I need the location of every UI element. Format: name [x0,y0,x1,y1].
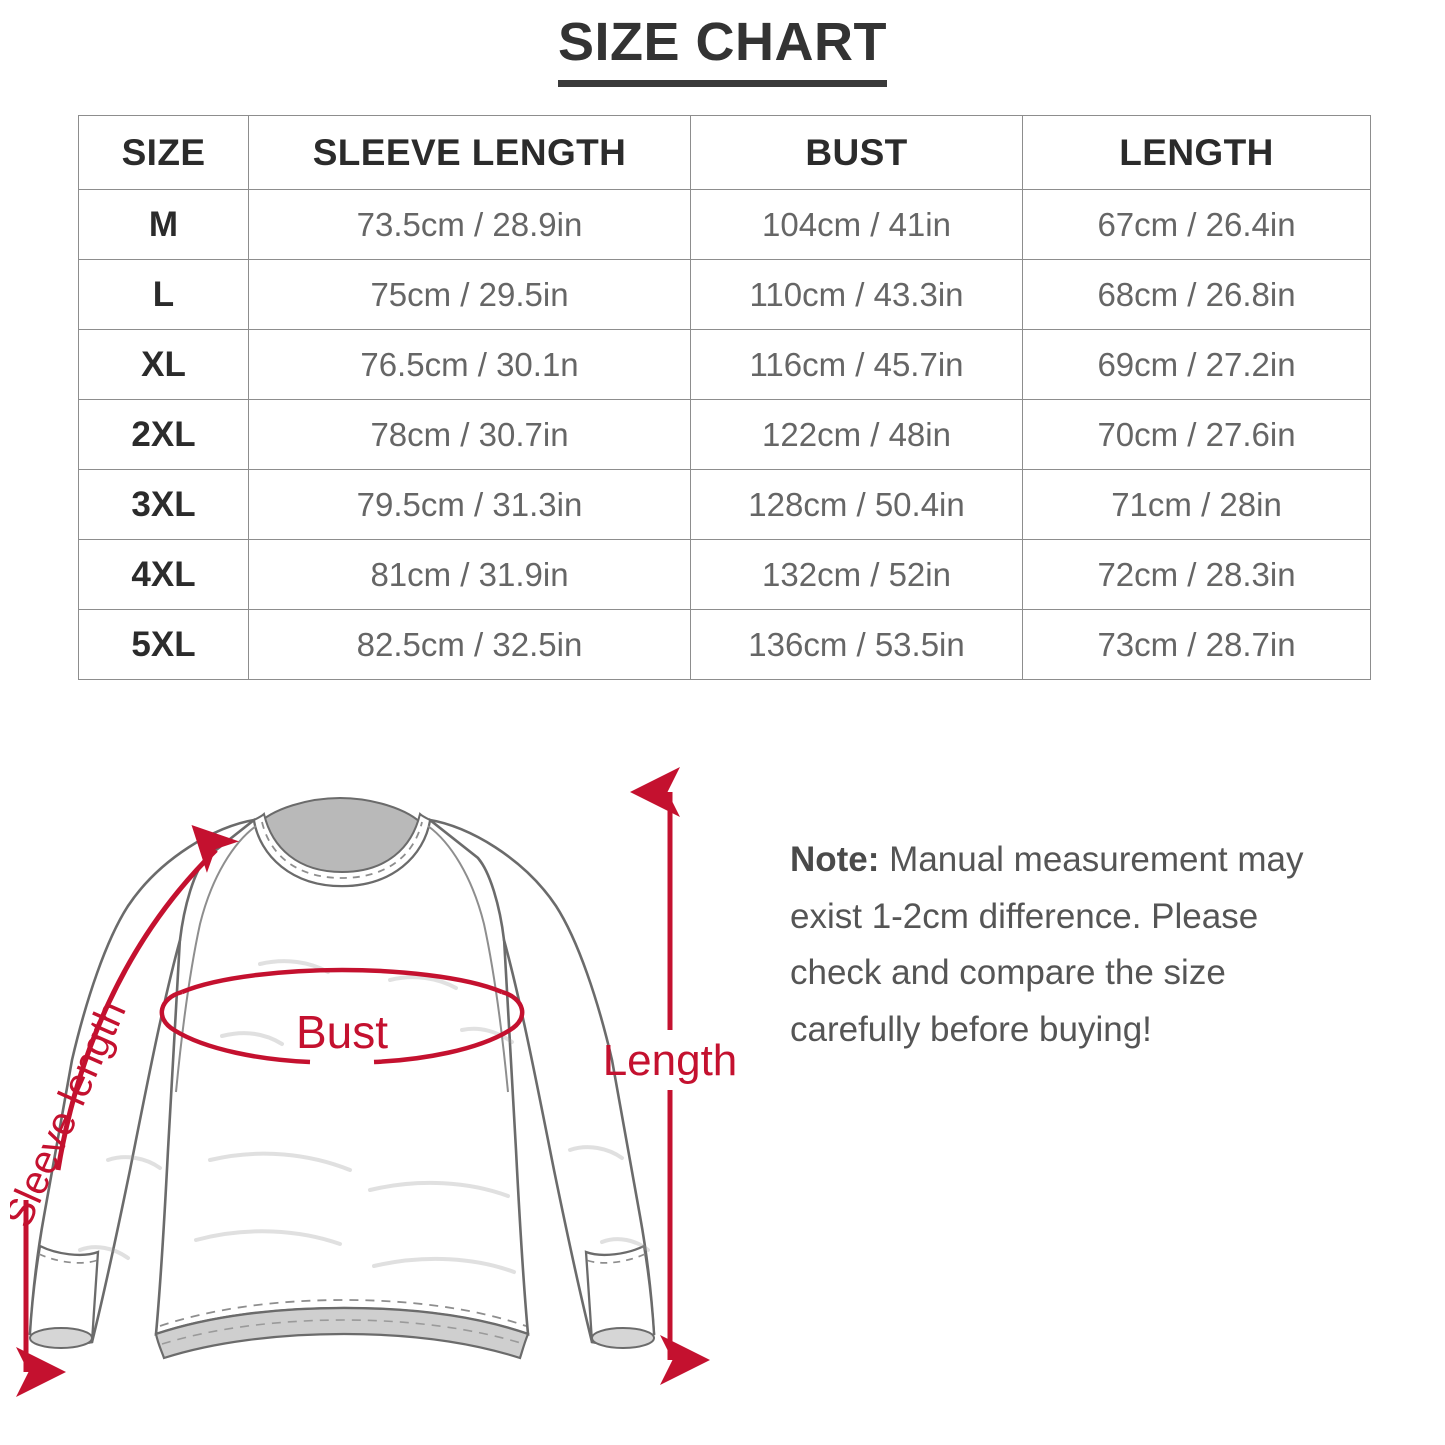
cell-sleeve: 78cm / 30.7in [248,399,691,470]
fabric-folds [78,959,650,1274]
cell-bust: 128cm / 50.4in [690,469,1023,540]
neckband-stitch [261,821,423,879]
column-header-length: LENGTH [1022,115,1371,190]
cell-bust: 104cm / 41in [690,189,1023,260]
cell-length: 71cm / 28in [1022,469,1371,540]
cell-size: 5XL [78,609,249,680]
bust-ellipse-back [181,967,503,995]
cell-length: 69cm / 27.2in [1022,329,1371,400]
bust-ellipse-left [159,989,311,1065]
table-row: 4XL 81cm / 31.9in 132cm / 52in 72cm / 28… [78,539,1371,610]
cell-sleeve: 81cm / 31.9in [248,539,691,610]
shirt-torso [154,818,530,1336]
left-cuff-stitch [38,1253,99,1264]
cell-size: M [78,189,249,260]
cell-sleeve: 82.5cm / 32.5in [248,609,691,680]
cell-length: 67cm / 26.4in [1022,189,1371,260]
cell-bust: 132cm / 52in [690,539,1023,610]
bust-ellipse-right [373,989,525,1065]
table-header-row: SIZE SLEEVE LENGTH BUST LENGTH [78,115,1371,190]
cell-size: 3XL [78,469,249,540]
cell-size: XL [78,329,249,400]
cell-size: L [78,259,249,330]
hem-stitch-upper [159,1299,527,1327]
table-row: L 75cm / 29.5in 110cm / 43.3in 68cm / 26… [78,259,1371,330]
column-header-size: SIZE [78,115,249,190]
cell-length: 73cm / 28.7in [1022,609,1371,680]
cell-length: 70cm / 27.6in [1022,399,1371,470]
table-row: 2XL 78cm / 30.7in 122cm / 48in 70cm / 27… [78,399,1371,470]
cell-bust: 136cm / 53.5in [690,609,1023,680]
cell-bust: 122cm / 48in [690,399,1023,470]
table-row: M 73.5cm / 28.9in 104cm / 41in 67cm / 26… [78,189,1371,260]
title-block: SIZE CHART [0,14,1445,87]
cell-sleeve: 79.5cm / 31.3in [248,469,691,540]
cell-bust: 110cm / 43.3in [690,259,1023,330]
right-cuff-stitch [585,1253,646,1264]
page-title: SIZE CHART [558,14,887,87]
cell-sleeve: 75cm / 29.5in [248,259,691,330]
note-text: Manual measurement may exist 1-2cm diffe… [790,840,1304,1050]
cell-length: 72cm / 28.3in [1022,539,1371,610]
cell-bust: 116cm / 45.7in [690,329,1023,400]
shirt-body-group [28,796,656,1360]
note-block: Note: Manual measurement may exist 1-2cm… [790,832,1350,1059]
neckband [252,812,432,888]
right-raglan-seam [427,825,509,1093]
right-cuff-opening [591,1327,655,1349]
column-header-sleeve-length: SLEEVE LENGTH [248,115,691,190]
hem-stitch-lower [161,1319,525,1345]
cell-size: 4XL [78,539,249,610]
long-sleeve-shirt-icon: Sleeve length Bust Length [10,767,738,1397]
length-label: Length [603,1036,738,1085]
size-chart-table: SIZE SLEEVE LENGTH BUST LENGTH M 73.5cm … [78,115,1371,680]
table-row: XL 76.5cm / 30.1n 116cm / 45.7in 69cm / … [78,329,1371,400]
bust-label: Bust [296,1006,388,1058]
garment-illustration: Sleeve length Bust Length [10,730,780,1430]
cell-size: 2XL [78,399,249,470]
cell-sleeve: 76.5cm / 30.1n [248,329,691,400]
table-row: 5XL 82.5cm / 32.5in 136cm / 53.5in 73cm … [78,609,1371,680]
hem-band [154,1306,530,1360]
note-label: Note: [790,840,880,879]
table-row: 3XL 79.5cm / 31.3in 128cm / 50.4in 71cm … [78,469,1371,540]
column-header-bust: BUST [690,115,1023,190]
cell-sleeve: 73.5cm / 28.9in [248,189,691,260]
sleeve-length-arrow [55,824,240,1171]
left-cuff-opening [29,1327,93,1349]
cell-length: 68cm / 26.8in [1022,259,1371,330]
